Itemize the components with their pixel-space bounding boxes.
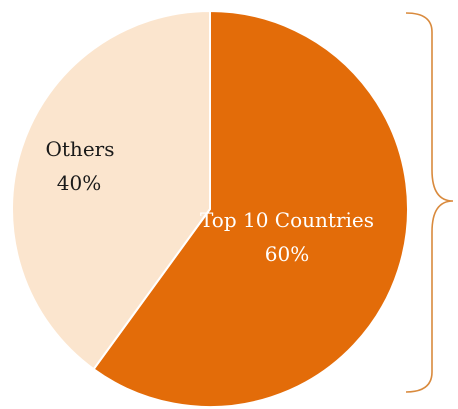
pie-slice-top-10-countries <box>92 9 409 408</box>
pie-slice-others <box>11 9 211 371</box>
slice-label-top-10-countries: Top 10 Countries <box>200 208 374 232</box>
curly-brace <box>405 12 454 393</box>
pie-slices <box>11 9 409 408</box>
slice-value-others: 40% <box>57 171 101 195</box>
slice-label-others: Others <box>46 137 115 161</box>
slice-value-top-10-countries: 60% <box>265 242 309 266</box>
slice-labels: Others 40% Top 10 Countries 60% <box>46 137 374 266</box>
